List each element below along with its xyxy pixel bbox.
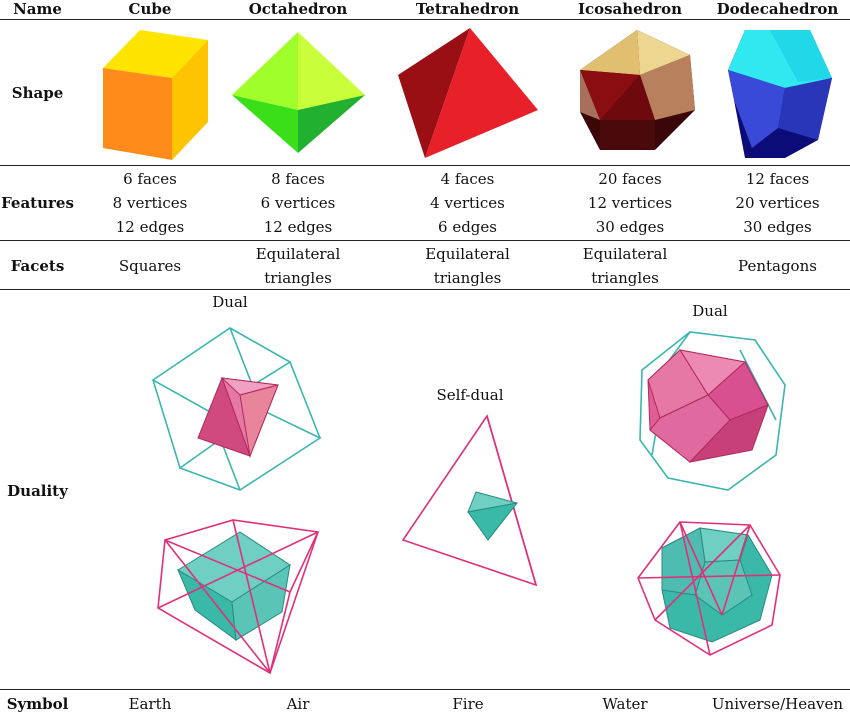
octahedron-shape xyxy=(232,32,365,153)
facets-tetrahedron-line1: Equilateral xyxy=(425,245,510,263)
features-dodecahedron-edges: 30 edges xyxy=(743,218,812,236)
header-tetrahedron: Tetrahedron xyxy=(415,0,520,18)
icosahedron-shape xyxy=(580,30,695,150)
icosahedron-face-5 xyxy=(600,75,655,120)
row-label-duality: Duality xyxy=(7,482,68,500)
header-name: Name xyxy=(13,0,62,18)
header-icosahedron: Icosahedron xyxy=(577,0,683,18)
facets-tetrahedron-line2: triangles xyxy=(433,269,502,287)
dodecahedron-face-top-2 xyxy=(770,30,832,82)
octahedron-wireframe xyxy=(157,519,320,675)
cube-solid-teal xyxy=(176,531,291,642)
symbol-octahedron: Air xyxy=(286,695,310,713)
cube-shape xyxy=(103,30,208,160)
dodecahedron-face-left xyxy=(728,70,785,148)
features-tetrahedron-vertices: 4 vertices xyxy=(430,194,505,212)
features-icosahedron-faces: 20 faces xyxy=(598,170,662,188)
features-octahedron-faces: 8 faces xyxy=(271,170,325,188)
octahedron-face-1 xyxy=(232,32,298,110)
octahedron-face-2 xyxy=(298,32,365,110)
dodecahedron-shape xyxy=(728,30,832,158)
tetrahedron-wireframe xyxy=(401,414,538,587)
features-tetrahedron: 4 faces 4 vertices 6 edges xyxy=(395,167,540,239)
row-label-shape: Shape xyxy=(11,84,64,102)
icosahedron-face-7 xyxy=(600,120,655,150)
cube-face-front xyxy=(103,68,172,160)
dodecahedron-face-right xyxy=(778,78,832,140)
facets-icosahedron: Equilateral triangles xyxy=(560,242,690,290)
header-octahedron: Octahedron xyxy=(248,0,348,18)
icosahedron-dodecahedron-dual xyxy=(637,521,781,656)
cube-octahedron-dual xyxy=(151,327,322,491)
header-cube: Cube xyxy=(128,0,172,18)
cube-wireframe xyxy=(151,327,322,491)
features-dodecahedron-faces: 12 faces xyxy=(745,170,810,188)
features-tetrahedron-faces: 4 faces xyxy=(440,170,495,188)
features-octahedron-edges: 12 edges xyxy=(263,218,333,236)
header-dodecahedron: Dodecahedron xyxy=(716,0,839,18)
features-octahedron-vertices: 6 vertices xyxy=(260,194,336,212)
octahedron-cube-dual xyxy=(157,519,320,675)
icosahedron-face-top xyxy=(580,30,640,75)
features-dodecahedron: 12 faces 20 vertices 30 edges xyxy=(705,167,850,239)
facets-octahedron-line1: Equilateral xyxy=(255,245,341,263)
features-cube-vertices: 8 vertices xyxy=(112,194,188,212)
tetrahedron-solid-teal xyxy=(467,491,519,541)
dodecahedron-icosahedron-dual xyxy=(639,331,786,491)
duality-label-right: Dual xyxy=(692,302,728,320)
duality-label-middle: Self-dual xyxy=(436,386,504,404)
octahedron-face-4 xyxy=(298,95,365,153)
features-dodecahedron-vertices: 20 vertices xyxy=(735,194,820,212)
facets-octahedron-line2: triangles xyxy=(264,269,332,287)
cube-face-top xyxy=(103,30,208,78)
facets-cube-text: Squares xyxy=(118,257,182,275)
separator-facets xyxy=(0,289,850,290)
dodecahedron-solid-teal xyxy=(661,527,773,643)
icosahedron-face-top-2 xyxy=(637,30,690,75)
features-cube-edges: 12 edges xyxy=(115,218,185,236)
row-label-symbol: Symbol xyxy=(6,695,69,713)
tetrahedron-face-2 xyxy=(425,28,538,158)
facets-dodecahedron: Pentagons xyxy=(705,254,850,278)
separator-shape xyxy=(0,165,850,166)
row-label-features: Features xyxy=(1,194,74,212)
facets-icosahedron-line1: Equilateral xyxy=(582,245,668,263)
icosahedron-solid-pink xyxy=(647,349,769,463)
tetrahedron-face-1 xyxy=(398,28,470,158)
facets-tetrahedron: Equilateral triangles xyxy=(395,242,540,290)
features-cube: 6 faces 8 vertices 12 edges xyxy=(100,167,200,239)
duality-label-left: Dual xyxy=(212,293,248,311)
features-icosahedron-vertices: 12 vertices xyxy=(587,194,673,212)
icosahedron-face-6 xyxy=(580,70,600,120)
separator-features xyxy=(0,240,850,241)
symbol-dodecahedron: Universe/Heaven xyxy=(711,695,844,713)
facets-icosahedron-line2: triangles xyxy=(591,269,659,287)
octahedron-face-3 xyxy=(232,95,298,153)
separator-duality xyxy=(0,689,850,690)
facets-octahedron: Equilateral triangles xyxy=(228,242,368,290)
features-icosahedron: 20 faces 12 vertices 30 edges xyxy=(565,167,695,239)
octahedron-solid xyxy=(197,376,279,458)
features-octahedron: 8 faces 6 vertices 12 edges xyxy=(228,167,368,239)
icosahedron-wireframe xyxy=(637,521,781,656)
features-tetrahedron-edges: 6 edges xyxy=(438,218,497,236)
tetrahedron-self-dual xyxy=(401,414,538,587)
features-cube-faces: 6 faces xyxy=(123,170,177,188)
features-icosahedron-edges: 30 edges xyxy=(595,218,665,236)
symbol-icosahedron: Water xyxy=(602,695,648,713)
icosahedron-face-4 xyxy=(640,55,695,120)
cube-face-side xyxy=(172,40,208,160)
facets-dodecahedron-text: Pentagons xyxy=(738,257,817,275)
tetrahedron-shape xyxy=(398,28,538,158)
symbol-tetrahedron: Fire xyxy=(452,695,484,713)
facets-cube: Squares xyxy=(100,254,200,278)
separator-header xyxy=(0,19,850,20)
symbol-cube: Earth xyxy=(128,695,172,713)
row-label-facets: Facets xyxy=(10,257,65,275)
